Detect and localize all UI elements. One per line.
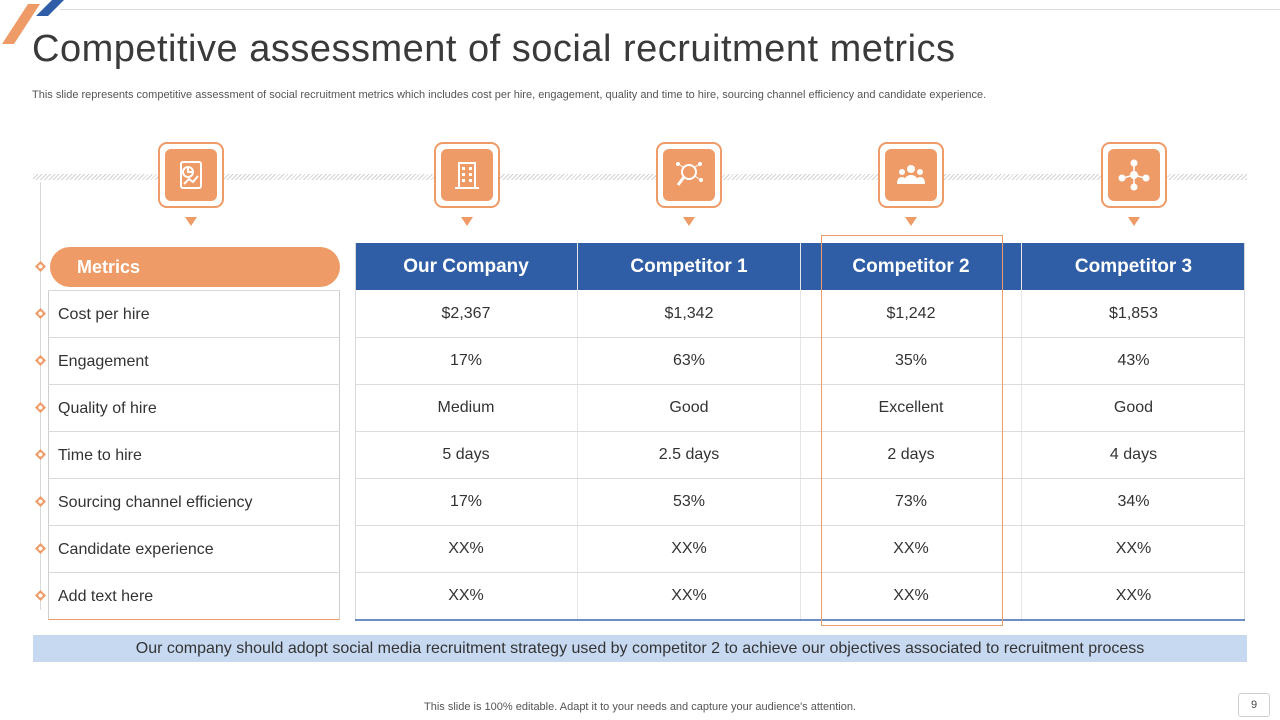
metric-label: Quality of hire xyxy=(48,384,340,431)
table-cell: 17% xyxy=(449,352,483,369)
page-subtitle: This slide represents competitive assess… xyxy=(32,89,987,101)
competitor-2-highlight xyxy=(821,235,1003,626)
metric-label: Time to hire xyxy=(48,431,340,478)
table-cell: XX% xyxy=(671,587,707,604)
table-cell: 34% xyxy=(1117,493,1150,510)
pointer-triangle xyxy=(461,217,473,226)
building-icon xyxy=(455,162,479,189)
table-cell: XX% xyxy=(893,540,929,557)
row-divider xyxy=(355,384,1245,385)
timeline-vertical-line xyxy=(40,182,41,610)
table-cell: $2,367 xyxy=(441,305,491,322)
table-cell: Medium xyxy=(437,399,495,416)
table-cell: 53% xyxy=(672,493,706,510)
building-icon-tile xyxy=(434,142,500,208)
table-bottom-rule xyxy=(355,619,1245,621)
people-group-icon xyxy=(897,165,925,184)
magnifier-network-icon xyxy=(676,162,703,186)
corner-decoration xyxy=(2,0,64,44)
metric-label: Sourcing channel efficiency xyxy=(48,478,340,525)
table-cell: XX% xyxy=(1115,587,1152,604)
bullet-diamond-icon xyxy=(35,402,46,413)
table-cell: 4 days xyxy=(1109,446,1158,463)
network-people-icon-tile xyxy=(1101,142,1167,208)
table-cell: XX% xyxy=(448,540,484,557)
pointer-triangle xyxy=(185,217,197,226)
table-cell: 63% xyxy=(672,352,706,369)
bullet-diamond-icon xyxy=(35,543,46,554)
row-divider xyxy=(355,525,1245,526)
metric-label: Add text here xyxy=(48,572,340,619)
table-cell: 17% xyxy=(449,493,483,510)
column-header-competitor-2: Competitor 2 xyxy=(801,243,1021,290)
table-cell: 35% xyxy=(894,352,928,369)
column-header-competitor-3: Competitor 3 xyxy=(1022,243,1245,290)
conclusion-banner: Our company should adopt social media re… xyxy=(33,635,1247,662)
page-title: Competitive assessment of social recruit… xyxy=(32,28,956,70)
bullet-diamond-icon xyxy=(35,590,46,601)
pointer-triangle xyxy=(683,217,695,226)
row-divider xyxy=(355,572,1245,573)
metric-label: Cost per hire xyxy=(48,290,340,337)
table-cell: $1,242 xyxy=(886,305,936,322)
column-header-competitor-1: Competitor 1 xyxy=(578,243,800,290)
report-chart-icon xyxy=(180,161,202,189)
page-number: 9 xyxy=(1238,693,1270,717)
timeline-bar xyxy=(33,174,1247,180)
report-chart-icon-tile xyxy=(158,142,224,208)
table-cell: Good xyxy=(669,399,709,416)
magnifier-network-icon-tile xyxy=(656,142,722,208)
table-cell: 73% xyxy=(894,493,928,510)
pointer-triangle xyxy=(905,217,917,226)
table-cell: 2 days xyxy=(887,446,935,463)
bullet-diamond-icon xyxy=(35,496,46,507)
top-rule xyxy=(60,9,1280,10)
metrics-header: Metrics xyxy=(50,247,340,287)
table-cell: 2.5 days xyxy=(658,446,720,463)
metric-label: Engagement xyxy=(48,337,340,384)
table-cell: XX% xyxy=(1115,540,1152,557)
table-cell: 5 days xyxy=(442,446,490,463)
table-cell: 43% xyxy=(1117,352,1150,369)
table-cell: $1,853 xyxy=(1109,305,1158,322)
metric-label: Candidate experience xyxy=(48,525,340,572)
bullet-diamond-icon xyxy=(35,261,46,272)
table-cell: XX% xyxy=(671,540,707,557)
people-group-icon-tile xyxy=(878,142,944,208)
row-divider xyxy=(355,478,1245,479)
column-header-our-company: Our Company xyxy=(355,243,577,290)
table-cell: $1,342 xyxy=(664,305,714,322)
bullet-diamond-icon xyxy=(35,355,46,366)
row-divider xyxy=(355,337,1245,338)
row-divider xyxy=(355,431,1245,432)
table-cell: XX% xyxy=(893,587,929,604)
table-cell: XX% xyxy=(448,587,484,604)
footer-note: This slide is 100% editable. Adapt it to… xyxy=(424,701,856,713)
bullet-diamond-icon xyxy=(35,308,46,319)
pointer-triangle xyxy=(1128,217,1140,226)
table-cell: Excellent xyxy=(878,399,944,416)
table-cell: Good xyxy=(1113,399,1154,416)
bullet-diamond-icon xyxy=(35,449,46,460)
network-people-icon xyxy=(1118,159,1150,191)
